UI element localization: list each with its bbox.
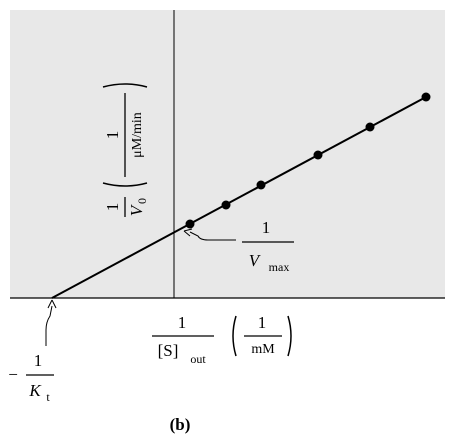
paren bbox=[102, 182, 148, 187]
paren bbox=[232, 315, 237, 357]
kt-denominator: K bbox=[28, 381, 42, 400]
kt-sign: − bbox=[8, 365, 18, 384]
arrow bbox=[189, 231, 236, 241]
x-label-numerator: 1 bbox=[178, 313, 187, 332]
y-intercept-annotation: 1 V max bbox=[183, 218, 294, 274]
fit-line bbox=[51, 96, 427, 299]
data-point bbox=[365, 122, 375, 132]
plot-area bbox=[10, 10, 445, 298]
y-label-subscript: 0 bbox=[135, 198, 149, 204]
arrow bbox=[45, 305, 53, 346]
data-point bbox=[185, 219, 195, 229]
caption: (b) bbox=[170, 415, 191, 434]
kt-subscript: t bbox=[46, 390, 50, 404]
vmax-subscript: max bbox=[269, 260, 290, 274]
vmax-denominator: V bbox=[249, 251, 262, 270]
y-label-numerator: 1 bbox=[103, 203, 122, 212]
kt-numerator: 1 bbox=[34, 351, 43, 370]
arrowhead bbox=[47, 299, 57, 309]
y-unit-denominator: μM/min bbox=[130, 112, 145, 158]
x-axis-label: 1 [S] out 1 mM bbox=[152, 313, 292, 366]
y-unit-numerator: 1 bbox=[103, 131, 122, 140]
x-label-subscript: out bbox=[190, 352, 206, 366]
data-point bbox=[313, 150, 323, 160]
paren bbox=[102, 83, 148, 88]
y-label-denominator: V bbox=[127, 203, 146, 216]
paren bbox=[287, 315, 292, 357]
x-label-denominator: [S] bbox=[158, 341, 179, 360]
y-axis-label: 1 V 0 1 μM/min bbox=[102, 83, 149, 217]
x-unit-numerator: 1 bbox=[258, 313, 267, 332]
data-point bbox=[256, 180, 266, 190]
data-point bbox=[421, 92, 431, 102]
arrowhead bbox=[183, 228, 193, 237]
vmax-numerator: 1 bbox=[262, 218, 271, 237]
data-point bbox=[221, 200, 231, 210]
x-unit-denominator: mM bbox=[251, 342, 275, 357]
x-intercept-annotation: − 1 K t bbox=[8, 299, 57, 404]
